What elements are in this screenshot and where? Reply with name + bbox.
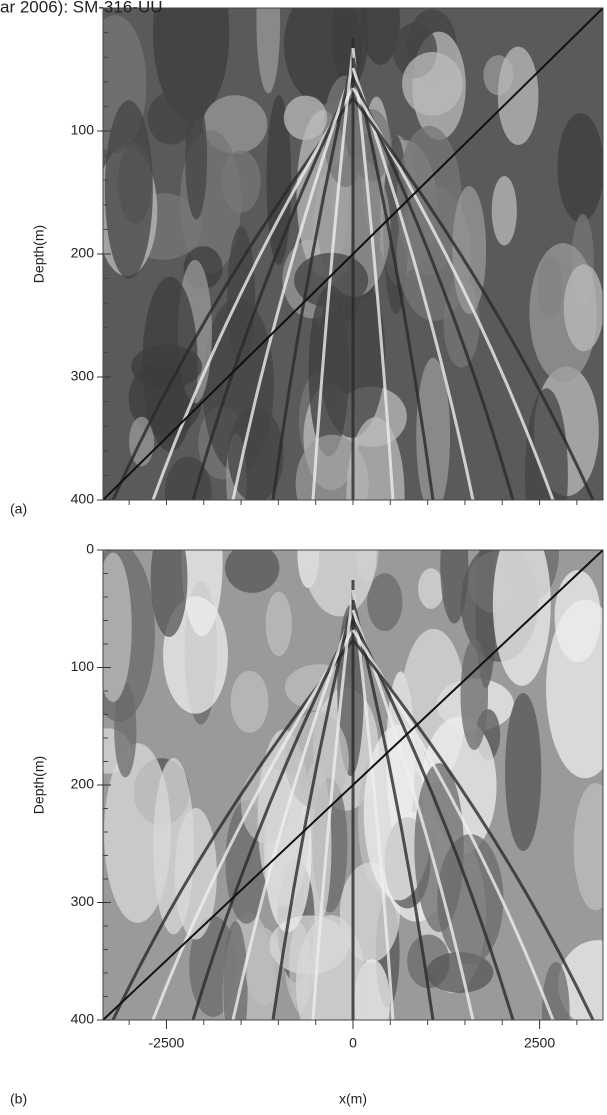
field-blob <box>105 100 153 279</box>
field-blob <box>151 521 188 637</box>
y-tick-label: 200 <box>71 245 95 261</box>
field-blob <box>302 486 376 617</box>
y-tick-label: 400 <box>71 491 95 507</box>
field-blob <box>414 763 463 932</box>
field-blob <box>498 47 539 145</box>
y-tick-label: 100 <box>71 658 95 674</box>
field-blob <box>284 96 327 140</box>
field-blob <box>221 150 260 212</box>
field-blob <box>296 915 366 1055</box>
field-blob <box>367 573 402 631</box>
figure: 100 200 300 400 Depth(m) (a) 0 100 200 300 400 -250… <box>0 0 607 1115</box>
page: 100 200 300 400 Depth(m) (a) 0 100 200 300 400 -250… <box>0 0 607 1115</box>
contour-field <box>84 0 604 573</box>
y-tick-label: 400 <box>71 1011 95 1027</box>
field-blob <box>493 522 551 686</box>
header-text: ar 2006): SM-316-UU <box>0 0 163 16</box>
field-blob <box>223 921 247 1055</box>
y-tick-label: 300 <box>71 893 95 909</box>
field-blob <box>185 96 207 220</box>
field-blob <box>460 639 488 750</box>
field-blob <box>418 568 444 609</box>
field-blob <box>564 264 604 351</box>
x-axis-label: x(m) <box>339 1091 367 1107</box>
field-blob <box>266 592 292 656</box>
field-blob <box>557 113 603 222</box>
panel-label: (b) <box>10 1091 27 1107</box>
y-tick-label: 300 <box>71 368 95 384</box>
contour-field <box>83 486 607 1075</box>
x-tick-label: -2500 <box>149 1035 185 1051</box>
x-tick-label: 0 <box>349 1035 357 1051</box>
y-axis-label: Depth(m) <box>31 756 47 814</box>
y-tick-label: 200 <box>71 776 95 792</box>
field-blob <box>402 52 463 116</box>
y-tick-label: 0 <box>86 541 94 557</box>
panel-label: (a) <box>10 501 27 517</box>
x-tick-label: 2500 <box>524 1035 555 1051</box>
field-blob <box>231 671 269 733</box>
y-axis-label: Depth(m) <box>31 225 47 283</box>
y-tick-label: 100 <box>71 122 95 138</box>
field-blob <box>492 176 517 245</box>
field-blob <box>525 388 568 560</box>
field-blob <box>175 5 200 48</box>
field-blob <box>94 552 131 702</box>
field-blob <box>142 277 197 452</box>
field-blob <box>225 543 279 593</box>
field-blob <box>505 693 541 851</box>
